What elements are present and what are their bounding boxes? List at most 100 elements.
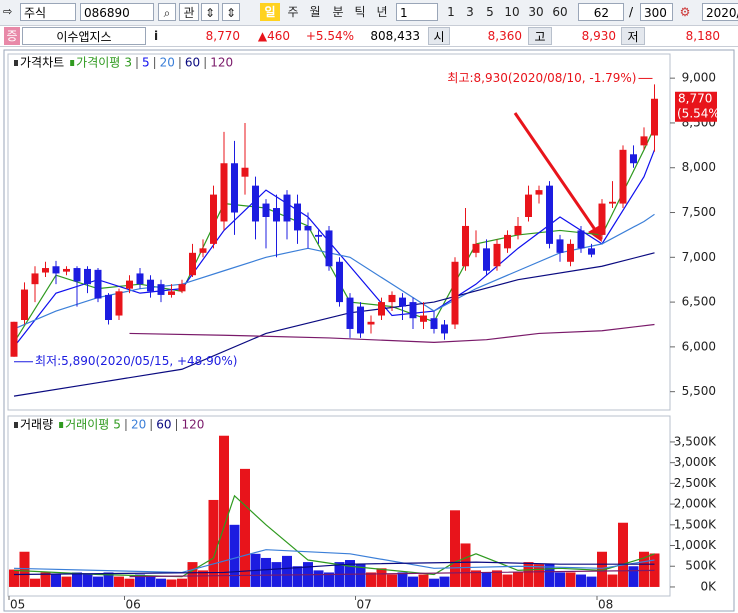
candle-body — [304, 225, 312, 231]
volume-bar — [376, 568, 387, 587]
volume-bar — [292, 566, 303, 587]
period-button[interactable]: 분 — [332, 5, 344, 19]
candle-body — [273, 208, 280, 222]
change: ▲460 — [257, 29, 290, 43]
legend-swatch — [14, 422, 18, 428]
last-rate: (5.54%) — [677, 106, 724, 120]
candle-body — [231, 163, 238, 213]
y-tick-label: 6,500 — [682, 295, 716, 309]
watch-button[interactable]: 관 — [179, 3, 199, 21]
volume-bar — [607, 574, 618, 587]
volume-bar — [460, 543, 471, 587]
total-input[interactable]: 300 — [640, 3, 673, 21]
minute-button[interactable]: 30 — [528, 5, 544, 19]
volume-bar — [450, 510, 460, 587]
volume-bar — [523, 562, 534, 587]
candle-body — [493, 243, 501, 267]
low: 8,180 — [685, 29, 720, 43]
legend-entry: 120 — [182, 418, 205, 432]
legend-swatch — [70, 60, 75, 66]
ma-line — [129, 569, 655, 578]
legend-title: 거래량 — [20, 418, 53, 432]
legend-entry: 5 — [113, 418, 121, 432]
volume-bar — [177, 578, 187, 587]
info-button[interactable]: i — [153, 29, 159, 43]
date-input[interactable]: 2020/0 — [702, 3, 738, 21]
x-tick-label: 08 — [598, 598, 613, 612]
slash: / — [629, 5, 634, 19]
y-tick-label: 2,000K — [674, 497, 717, 511]
y-tick-label: 0K — [700, 579, 717, 593]
legend-entry: 3 — [124, 56, 132, 70]
candle-body — [189, 252, 196, 276]
code-input[interactable]: 086890 — [80, 3, 154, 21]
y-tick-label: 1,000K — [674, 538, 717, 552]
ma-line — [13, 494, 655, 578]
volume-bar — [429, 578, 439, 587]
candle-body — [483, 248, 490, 271]
candle-body — [84, 268, 91, 285]
legend-entry: 20 — [160, 56, 175, 70]
annotation-low: 최저:5,890(2020/05/15, +48.90%) — [35, 354, 237, 368]
volume-bar — [187, 562, 198, 587]
period-button[interactable]: 년 — [376, 5, 388, 19]
volume-bar — [639, 551, 649, 587]
candle-body — [441, 324, 448, 334]
candle-body — [199, 248, 207, 253]
volume-bar — [156, 578, 166, 587]
volume-bar — [576, 574, 586, 587]
y-tick-label: 7,500 — [682, 205, 716, 219]
period-button[interactable]: 일 — [260, 3, 280, 21]
candle-body — [430, 318, 438, 329]
nav-button[interactable]: ⇕ — [222, 3, 240, 21]
volume-bar — [198, 570, 208, 587]
candle-body — [105, 294, 112, 321]
minute-button[interactable]: 1 — [447, 5, 455, 19]
candle-body — [283, 194, 291, 222]
menu-icon[interactable]: ⇨ — [3, 5, 13, 18]
volume-bar — [82, 574, 93, 587]
high-label: 고 — [528, 27, 552, 45]
search-button[interactable]: ⌕ — [158, 3, 176, 21]
candle-body — [220, 163, 228, 222]
ma-line — [13, 561, 655, 576]
candle-body — [31, 273, 39, 285]
volume-bar — [387, 574, 397, 587]
candle-body — [619, 149, 627, 204]
candle-body — [136, 273, 144, 285]
minute-button[interactable]: 10 — [504, 5, 520, 19]
y-tick-label: 7,000 — [682, 250, 716, 264]
legend-entry: 60 — [156, 418, 171, 432]
candle-body — [126, 280, 133, 289]
badge: 증 — [4, 27, 20, 45]
volume-bar — [397, 572, 408, 587]
minute-button[interactable]: 5 — [486, 5, 494, 19]
minute-button[interactable]: 60 — [552, 5, 568, 19]
volume-bar — [534, 564, 544, 587]
settings-icon[interactable]: ⚙ — [679, 5, 691, 19]
x-tick-label: 07 — [357, 598, 372, 612]
candle-body — [336, 261, 343, 303]
market-select[interactable]: 주식 — [20, 3, 76, 21]
candle-body — [357, 306, 364, 334]
low-label: 저 — [621, 27, 645, 45]
candle-body — [598, 203, 606, 235]
nav-button[interactable]: ⇕ — [201, 3, 219, 21]
open-label: 시 — [428, 27, 450, 45]
volume-bar — [93, 576, 103, 587]
candle-body — [472, 243, 480, 253]
y-tick-label: 9,000 — [682, 71, 716, 85]
volume-bar — [40, 572, 51, 587]
volume-bar — [282, 555, 292, 587]
volume-bar — [513, 572, 523, 587]
interval-select[interactable]: 1 — [396, 3, 438, 21]
period-button[interactable]: 틱 — [354, 5, 366, 19]
period-button[interactable]: 주 — [287, 5, 299, 19]
volume-bar — [261, 557, 271, 587]
period-button[interactable]: 월 — [309, 5, 321, 19]
candle-body — [42, 268, 49, 273]
count-input[interactable]: 62 — [578, 3, 624, 21]
candle-body — [462, 225, 469, 267]
minute-button[interactable]: 3 — [466, 5, 474, 19]
volume-bar — [51, 574, 61, 587]
